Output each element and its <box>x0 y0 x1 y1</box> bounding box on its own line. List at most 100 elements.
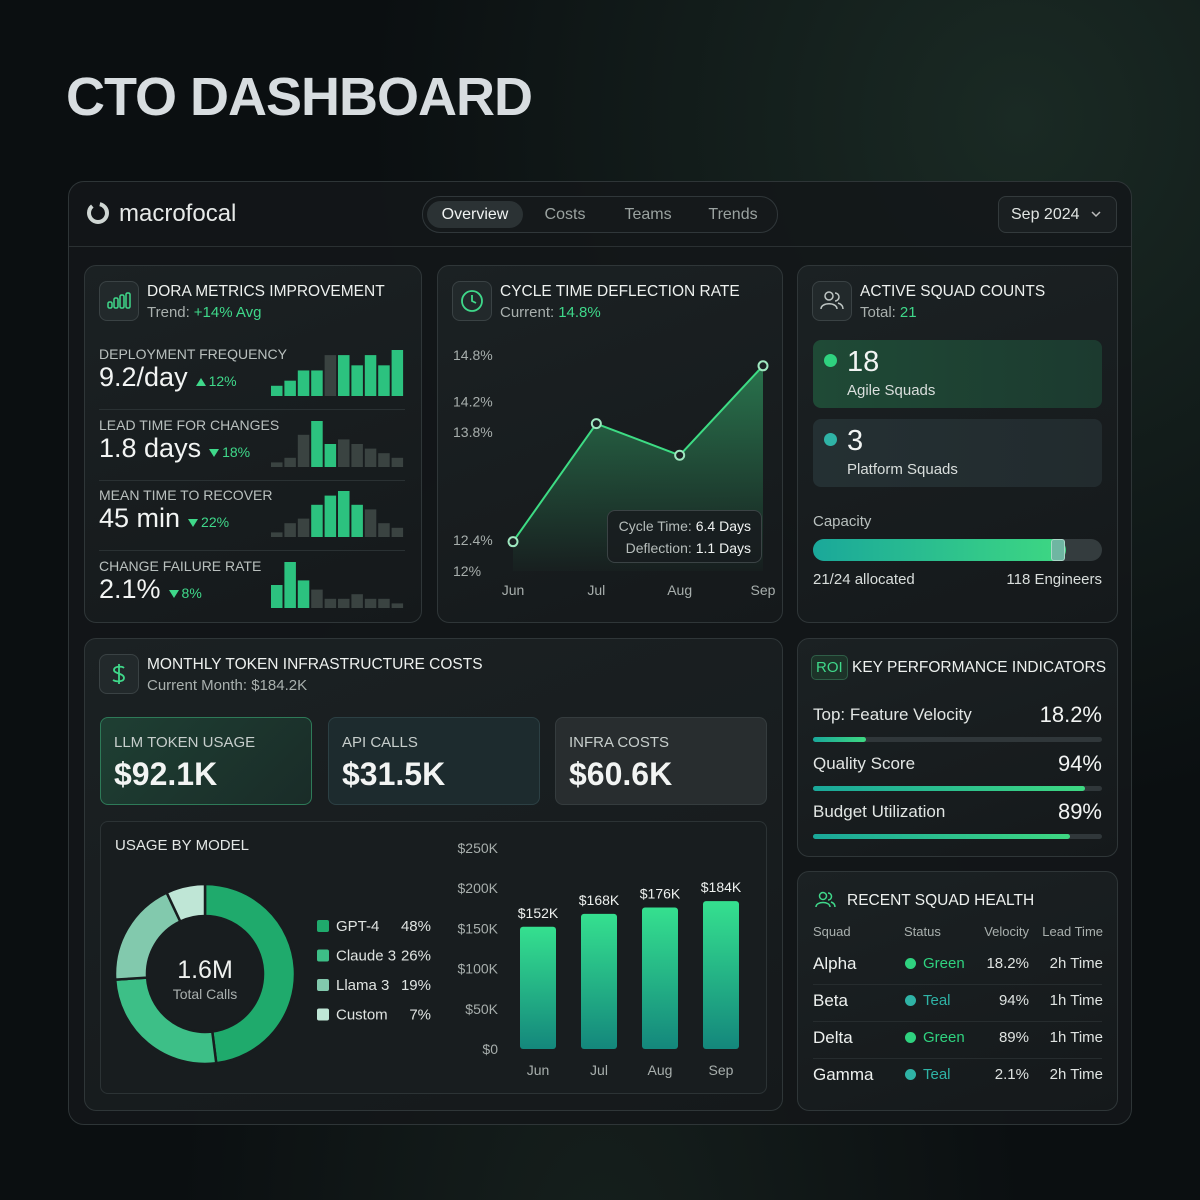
header-divider <box>69 246 1131 247</box>
status-dot <box>824 354 837 367</box>
x-tick-label: Aug <box>648 1062 673 1078</box>
clock-face <box>461 290 483 312</box>
x-tick-label: Sep <box>751 582 776 598</box>
clock-icon <box>461 290 483 312</box>
line-chart: 12% 12.4% 13.8% 14.2% 14.8% Jun Jul Aug Sep <box>453 347 776 598</box>
x-tick-label: Jun <box>502 582 525 598</box>
squad-label: Agile Squads <box>847 382 936 399</box>
spark-bar <box>378 523 390 537</box>
trend-label: Trend: <box>147 304 190 321</box>
people-icon <box>820 291 844 310</box>
sparkline <box>271 561 404 608</box>
metric-row: 9.2/day 12% <box>99 362 237 393</box>
metric-label: CHANGE FAILURE RATE <box>99 557 262 574</box>
spark-bar <box>391 527 404 537</box>
kpi-card: ROI KEY PERFORMANCE INDICATORS Top: Featur… <box>797 638 1118 857</box>
spark-bar <box>297 370 310 396</box>
kpi-track <box>813 737 1102 742</box>
bar <box>703 901 739 1049</box>
separator <box>99 409 405 410</box>
chevron <box>1091 211 1101 218</box>
spark-bar <box>351 504 363 537</box>
legend-label: GPT-4 <box>336 918 379 935</box>
tab[interactable]: Costs <box>535 201 595 228</box>
center-value: 1.6M <box>177 956 233 984</box>
icon-box <box>99 654 139 694</box>
cycle-card: CYCLE TIME DEFLECTION RATE Current: 14.8% 1… <box>437 265 783 623</box>
spark-bar <box>311 504 323 537</box>
dollar-s <box>112 664 125 684</box>
tooltip-row: Deflection: 1.1 Days <box>626 540 751 556</box>
bar <box>642 907 678 1049</box>
velocity: 89% <box>998 1029 1029 1046</box>
squad-tile: 3 Platform Squads <box>813 419 1102 487</box>
tab-label: Teams <box>624 206 672 223</box>
tab-label: Trends <box>708 206 758 223</box>
tab[interactable]: Teams <box>613 201 683 228</box>
period-select[interactable]: Sep 2024 <box>998 196 1117 233</box>
bar <box>581 913 617 1049</box>
spark-bar <box>338 355 350 396</box>
kpi-value: 89% <box>1057 799 1102 824</box>
y-tick-label: 12.4% <box>453 532 493 548</box>
total-value: 21 <box>899 304 917 321</box>
card-title: DORA METRICS IMPROVEMENT <box>147 283 385 300</box>
legend-value: 19% <box>401 977 431 994</box>
card-subtitle: Total: 21 <box>860 304 917 321</box>
icon-bar <box>119 294 125 309</box>
card-title: CYCLE TIME DEFLECTION RATE <box>500 283 740 300</box>
dollar-icon <box>112 664 125 684</box>
status-dot <box>905 995 916 1006</box>
health-card: RECENT SQUAD HEALTH Squad Status Velocity Le… <box>797 871 1118 1111</box>
spark-bar <box>324 598 337 608</box>
point <box>590 418 602 430</box>
sparkline <box>271 350 404 396</box>
spark-bar <box>364 598 377 608</box>
donut-slice <box>113 890 182 981</box>
bars-icon <box>107 292 131 309</box>
spark-bar <box>271 461 283 467</box>
tab[interactable]: Trends <box>695 201 771 228</box>
metric-row: 45 min 22% <box>99 503 229 534</box>
x-tick-label: Jul <box>590 1062 608 1078</box>
legend-swatch <box>317 979 329 991</box>
metric-value: 1.8 days <box>99 432 202 463</box>
squad-count: 18 <box>847 346 880 378</box>
y-tick-label: $200K <box>458 880 499 896</box>
x-tick-label: Sep <box>709 1062 734 1078</box>
cost-tile: INFRA COSTS $60.6K <box>555 717 767 805</box>
card-title: RECENT SQUAD HEALTH <box>847 892 1035 909</box>
separator <box>99 550 405 551</box>
card-subtitle: Current: 14.8% <box>500 304 601 321</box>
chevron-line <box>1091 211 1101 218</box>
lead-time: 2h Time <box>1049 955 1103 972</box>
status-text: Teal <box>923 992 951 1009</box>
spark-bar <box>364 509 377 537</box>
x-tick-label: Aug <box>667 582 692 598</box>
current-label: Current: <box>500 304 555 321</box>
lead-time: 2h Time <box>1049 1066 1103 1083</box>
spark-bar <box>284 457 296 467</box>
column-header: Squad <box>813 924 851 939</box>
legend-label: Claude 3 <box>336 948 396 965</box>
spark-bar <box>338 438 350 467</box>
value-label: $176K <box>640 885 681 901</box>
card-subtitle: Current Month: $184.2K <box>147 677 308 694</box>
legend-swatch <box>317 1008 329 1021</box>
metric-value: 2.1% <box>99 573 161 604</box>
card-title: MONTHLY TOKEN INFRASTRUCTURE COSTS <box>147 656 483 673</box>
icon-box <box>99 281 139 321</box>
metric-change: 8% <box>181 584 202 601</box>
x-tick-label: Jun <box>527 1062 550 1078</box>
status-dot <box>905 958 916 969</box>
value-label: $184K <box>701 879 742 895</box>
value-label: $152K <box>518 905 559 921</box>
cost-tile: LLM TOKEN USAGE $92.1K <box>100 717 312 805</box>
tab[interactable]: Overview <box>427 201 523 228</box>
squad-name: Beta <box>813 991 848 1010</box>
point <box>757 360 769 372</box>
metric-change: 18% <box>222 443 251 460</box>
tooltip-label: Cycle Time: <box>618 518 692 534</box>
spark-bar <box>338 491 350 537</box>
sparkline <box>271 420 404 467</box>
